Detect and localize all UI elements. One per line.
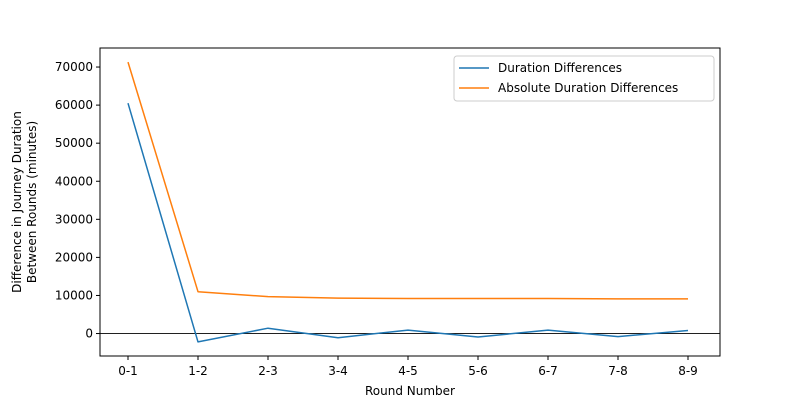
series-line-absolute-duration-differences xyxy=(127,61,688,300)
x-tick-label-0-1: 0-1 xyxy=(118,364,138,378)
y-tick-label-20000: 20000 xyxy=(55,250,93,264)
y-tick-label-40000: 40000 xyxy=(55,174,93,188)
x-tick-label-1-2: 1-2 xyxy=(188,364,208,378)
x-axis-title: Round Number xyxy=(365,384,455,398)
x-tick-label-8-9: 8-9 xyxy=(678,364,698,378)
y-axis-title-line-1: Difference in Journey Duration xyxy=(10,111,24,293)
y-tick-label-50000: 50000 xyxy=(55,136,93,150)
plot-frame xyxy=(99,47,721,357)
y-tick-label-70000: 70000 xyxy=(55,60,93,74)
legend-label-absolute-duration-differences: Absolute Duration Differences xyxy=(498,81,678,95)
x-tick-label-6-7: 6-7 xyxy=(538,364,558,378)
x-tick-label-2-3: 2-3 xyxy=(258,364,278,378)
legend-frame xyxy=(453,55,715,102)
y-axis-title-line-2: Between Rounds (minutes) xyxy=(25,121,39,283)
x-tick-label-7-8: 7-8 xyxy=(608,364,628,378)
y-axis-title: Difference in Journey Duration Between R… xyxy=(10,111,39,293)
y-tick-label-60000: 60000 xyxy=(55,98,93,112)
x-tick-label-4-5: 4-5 xyxy=(398,364,418,378)
x-tick-label-3-4: 3-4 xyxy=(328,364,348,378)
y-tick-label-30000: 30000 xyxy=(55,212,93,226)
y-tick-label-10000: 10000 xyxy=(55,288,93,302)
legend-label-duration-differences: Duration Differences xyxy=(498,61,622,75)
x-tick-label-5-6: 5-6 xyxy=(468,364,488,378)
y-tick-label-0: 0 xyxy=(85,327,93,341)
legend: Duration Differences Absolute Duration D… xyxy=(453,55,715,102)
series-line-duration-differences xyxy=(127,102,689,343)
